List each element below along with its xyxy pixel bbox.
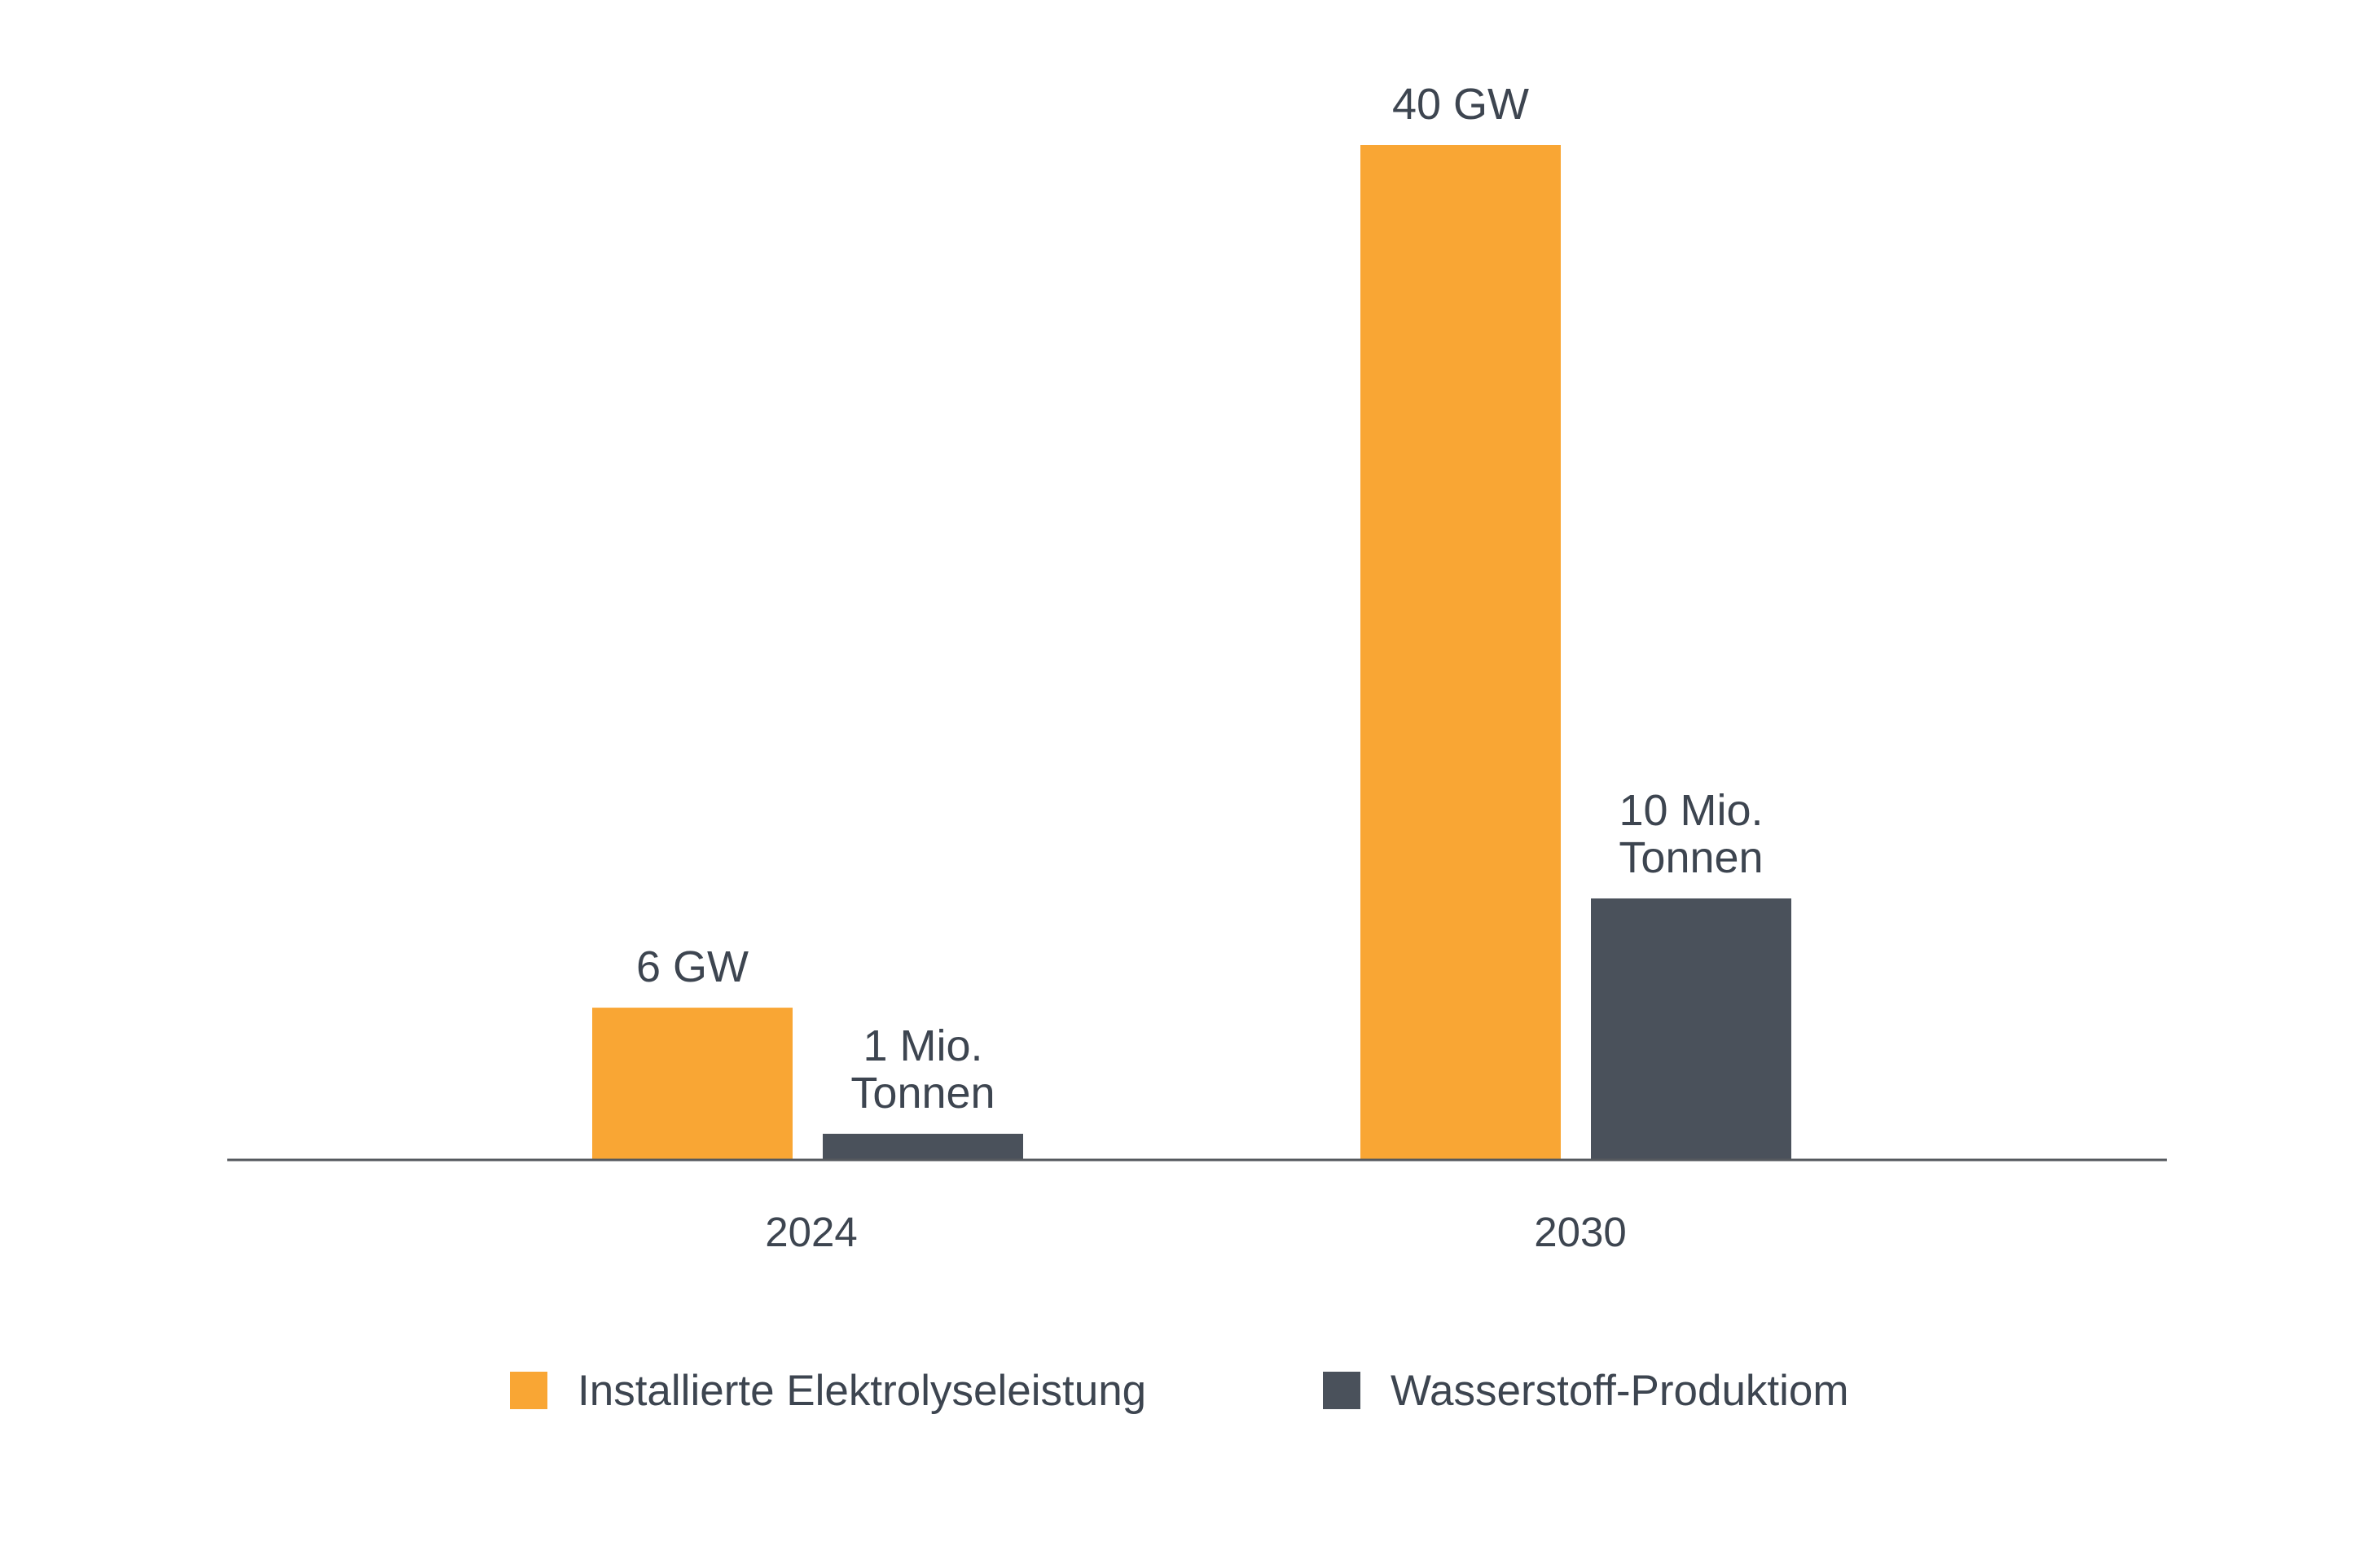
bar-wasserstoff-2024 xyxy=(823,1133,1023,1160)
legend-label-elektrolyseleistung: Installierte Elektrolyseleistung xyxy=(578,1366,1147,1415)
legend-item-elektrolyseleistung: Installierte Elektrolyseleistung xyxy=(510,1362,1146,1419)
legend-item-wasserstoff: Wasserstoff-Produktiom xyxy=(1323,1362,1849,1419)
legend-swatch-orange xyxy=(510,1372,547,1409)
value-label-line: 1 Mio. xyxy=(863,1021,982,1070)
bar-elektrolyseleistung-2024 xyxy=(592,1008,793,1160)
value-label-line: 40 GW xyxy=(1392,80,1529,129)
value-label-wasserstoff-2024: 1 Mio. Tonnen xyxy=(850,1021,995,1118)
value-label-line: Tonnen xyxy=(850,1069,995,1118)
legend-swatch-dark xyxy=(1323,1372,1360,1409)
value-label-elektrolyseleistung-2024: 6 GW xyxy=(636,942,749,991)
x-tick-label-2024: 2024 xyxy=(765,1209,857,1255)
value-label-line: 10 Mio. xyxy=(1619,786,1763,835)
x-tick-labels-layer: 2024 2030 xyxy=(765,1209,1626,1255)
bars-layer xyxy=(592,145,1791,1160)
value-label-wasserstoff-2030: 10 Mio. Tonnen xyxy=(1619,786,1763,882)
x-tick-label-2030: 2030 xyxy=(1534,1209,1626,1255)
legend-label-wasserstoff: Wasserstoff-Produktiom xyxy=(1391,1366,1849,1415)
legend: Installierte Elektrolyseleistung Wassers… xyxy=(0,1362,2377,1419)
value-label-elektrolyseleistung-2030: 40 GW xyxy=(1392,80,1529,129)
bar-wasserstoff-2030 xyxy=(1591,898,1791,1160)
value-label-line: Tonnen xyxy=(1619,833,1763,882)
value-label-line: 6 GW xyxy=(636,942,749,991)
bar-elektrolyseleistung-2030 xyxy=(1360,145,1561,1160)
